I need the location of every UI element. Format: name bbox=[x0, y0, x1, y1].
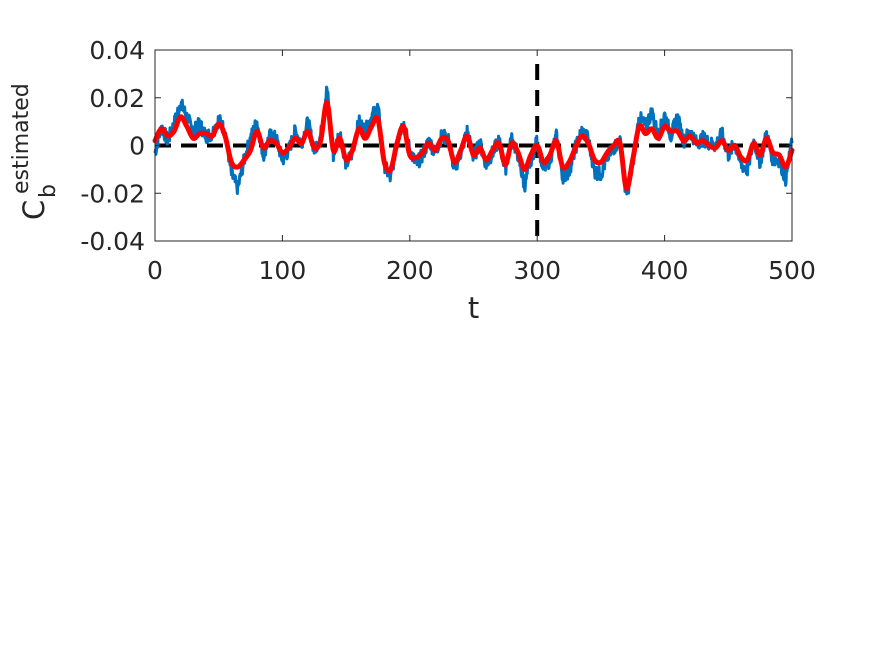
x-tick-label: 400 bbox=[641, 256, 689, 285]
y-tick-label: 0.04 bbox=[89, 36, 145, 65]
x-tick-label: 100 bbox=[259, 256, 307, 285]
ticks-layer bbox=[154, 49, 793, 242]
y-axis-label-main: C bbox=[17, 200, 51, 220]
x-tick-labels: 0 100 200 300 400 500 bbox=[147, 256, 816, 285]
series-layer bbox=[152, 85, 795, 196]
x-tick-label: 500 bbox=[768, 256, 816, 285]
x-tick-label: 300 bbox=[513, 256, 561, 285]
y-axis-label: C b estimated bbox=[9, 83, 61, 220]
y-axis-label-superscript: estimated bbox=[9, 83, 34, 194]
y-tick-label: -0.04 bbox=[80, 227, 145, 256]
series-line-red bbox=[152, 100, 795, 191]
plot-area bbox=[152, 49, 795, 242]
y-axis-label-subscript: b bbox=[36, 184, 61, 198]
y-tick-labels: -0.04 -0.02 0 0.02 0.04 bbox=[80, 36, 145, 256]
y-tick-label: -0.02 bbox=[80, 179, 145, 208]
x-tick-label: 200 bbox=[386, 256, 434, 285]
y-tick-label: 0.02 bbox=[89, 84, 145, 113]
x-axis-label: t bbox=[468, 291, 479, 325]
y-tick-label: 0 bbox=[129, 132, 145, 161]
x-tick-label: 0 bbox=[147, 256, 163, 285]
